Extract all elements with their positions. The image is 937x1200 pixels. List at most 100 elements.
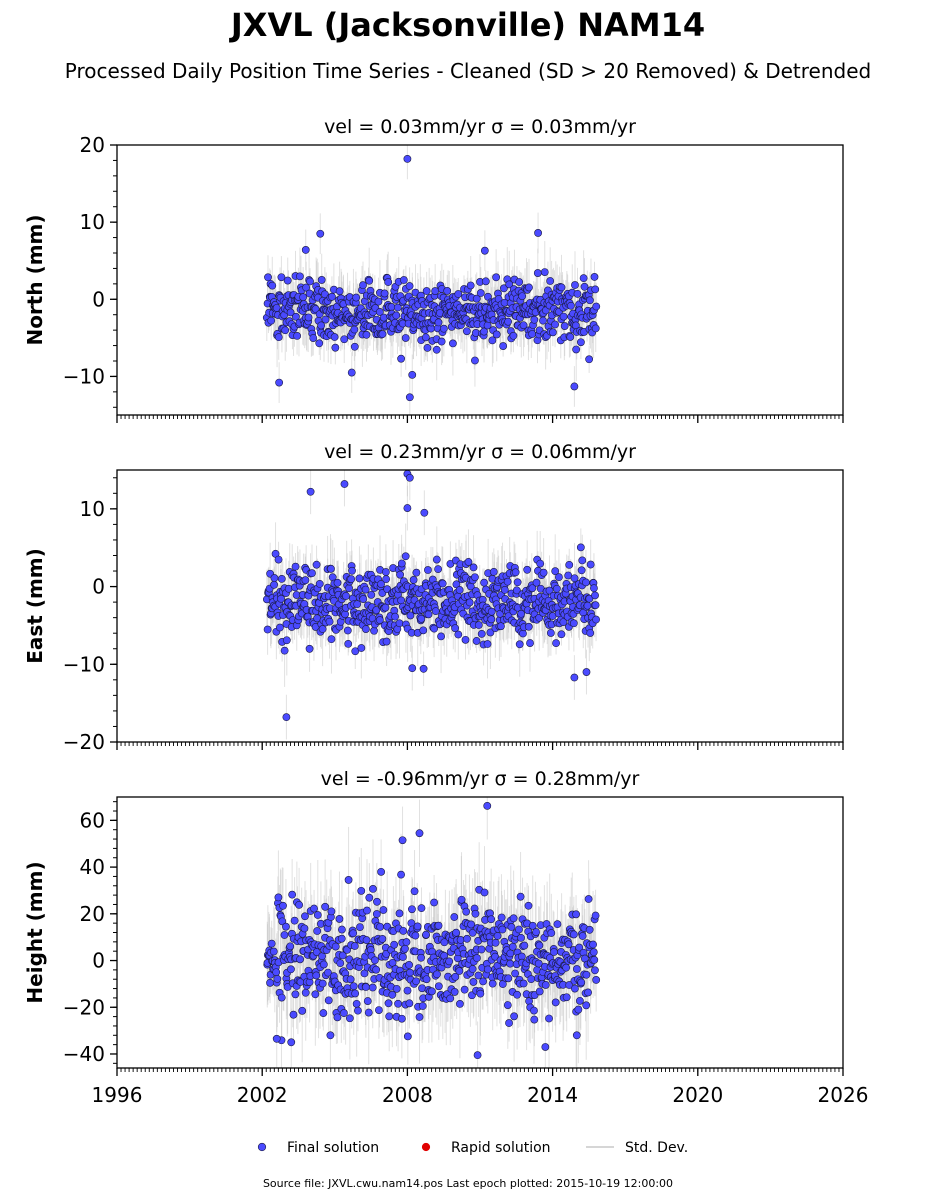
- data-point: [399, 926, 408, 935]
- data-point: [569, 930, 578, 939]
- data-point: [518, 292, 527, 301]
- data-point: [344, 876, 353, 884]
- data-point: [363, 997, 372, 1005]
- data-point: [373, 897, 381, 906]
- data-point: [545, 586, 554, 595]
- data-point: [506, 949, 515, 958]
- data-point: [457, 895, 466, 904]
- data-point: [405, 393, 414, 402]
- data-point: [585, 355, 594, 364]
- data-point: [292, 312, 300, 321]
- data-point: [516, 892, 525, 901]
- data-point: [487, 915, 496, 924]
- data-point: [562, 963, 571, 972]
- data-point: [510, 1012, 518, 1021]
- data-point: [395, 909, 404, 918]
- data-point: [337, 934, 346, 943]
- data-point: [405, 961, 413, 969]
- data-point: [515, 640, 524, 649]
- data-point: [562, 993, 571, 1002]
- data-point: [452, 928, 461, 937]
- data-point: [535, 941, 544, 950]
- data-point: [348, 566, 356, 575]
- data-point: [268, 281, 277, 290]
- data-point: [375, 616, 384, 624]
- data-point: [393, 303, 402, 312]
- data-point: [338, 951, 347, 960]
- data-point: [390, 940, 399, 949]
- data-point: [462, 907, 471, 916]
- data-point: [357, 644, 366, 652]
- data-point: [539, 568, 548, 577]
- data-point: [392, 311, 401, 320]
- data-point: [497, 622, 505, 631]
- data-point: [546, 629, 555, 637]
- data-point: [327, 564, 335, 573]
- data-point: [591, 324, 600, 333]
- data-point: [584, 988, 592, 997]
- data-point: [437, 632, 445, 641]
- data-point: [434, 565, 443, 574]
- data-point: [328, 292, 336, 301]
- data-point: [471, 909, 480, 918]
- data-point: [324, 996, 333, 1005]
- data-point: [513, 990, 522, 999]
- data-point: [591, 285, 600, 294]
- data-point: [417, 904, 426, 913]
- data-point: [511, 969, 520, 978]
- data-point: [291, 562, 300, 571]
- legend-marker: [257, 1142, 267, 1152]
- data-point: [301, 912, 309, 921]
- data-point: [592, 976, 601, 984]
- data-point: [530, 1015, 539, 1024]
- data-point: [534, 959, 543, 968]
- legend-label: Rapid solution: [451, 1140, 551, 1156]
- data-point: [313, 927, 322, 935]
- data-point: [367, 590, 376, 599]
- data-point: [273, 974, 282, 983]
- data-point: [408, 905, 416, 914]
- data-point: [301, 988, 310, 997]
- data-point: [577, 566, 586, 575]
- data-point: [293, 331, 301, 340]
- panel-east: vel = 0.23mm/yr σ = 0.06mm/yr East (mm) 10…: [23, 441, 844, 754]
- data-point: [406, 611, 415, 620]
- data-point: [272, 968, 281, 977]
- data-point: [405, 282, 414, 290]
- data-point: [519, 321, 528, 330]
- data-point: [267, 316, 276, 325]
- data-point: [545, 1014, 553, 1023]
- data-point: [530, 1006, 538, 1015]
- y-tick-label: −10: [63, 364, 105, 388]
- data-point: [424, 566, 432, 574]
- data-point: [301, 246, 310, 254]
- data-point: [443, 287, 452, 295]
- data-point: [378, 330, 387, 338]
- data-point: [417, 614, 426, 623]
- source-footer: Source file: JXVL.cwu.nam14.pos Last epo…: [263, 1177, 673, 1190]
- data-point: [370, 626, 378, 635]
- data-point: [397, 559, 406, 568]
- data-point: [557, 630, 566, 639]
- data-point: [309, 334, 318, 342]
- data-point: [401, 334, 410, 342]
- data-point: [397, 596, 406, 605]
- data-point: [488, 336, 497, 345]
- data-point: [552, 584, 561, 593]
- y-tick-label: 40: [80, 855, 105, 879]
- data-point: [512, 586, 521, 595]
- data-point: [403, 154, 412, 163]
- y-axis-label: East (mm): [23, 548, 47, 664]
- data-point: [434, 982, 443, 991]
- data-point: [477, 945, 486, 954]
- data-point: [431, 607, 440, 616]
- legend-entry: Rapid solution: [421, 1140, 551, 1156]
- data-point: [432, 555, 441, 564]
- data-point: [335, 287, 344, 296]
- data-point: [422, 287, 431, 295]
- data-point: [487, 607, 496, 616]
- data-point: [500, 284, 508, 293]
- data-point: [515, 278, 524, 286]
- data-point: [351, 989, 360, 998]
- x-tick-label: 2026: [818, 1083, 869, 1107]
